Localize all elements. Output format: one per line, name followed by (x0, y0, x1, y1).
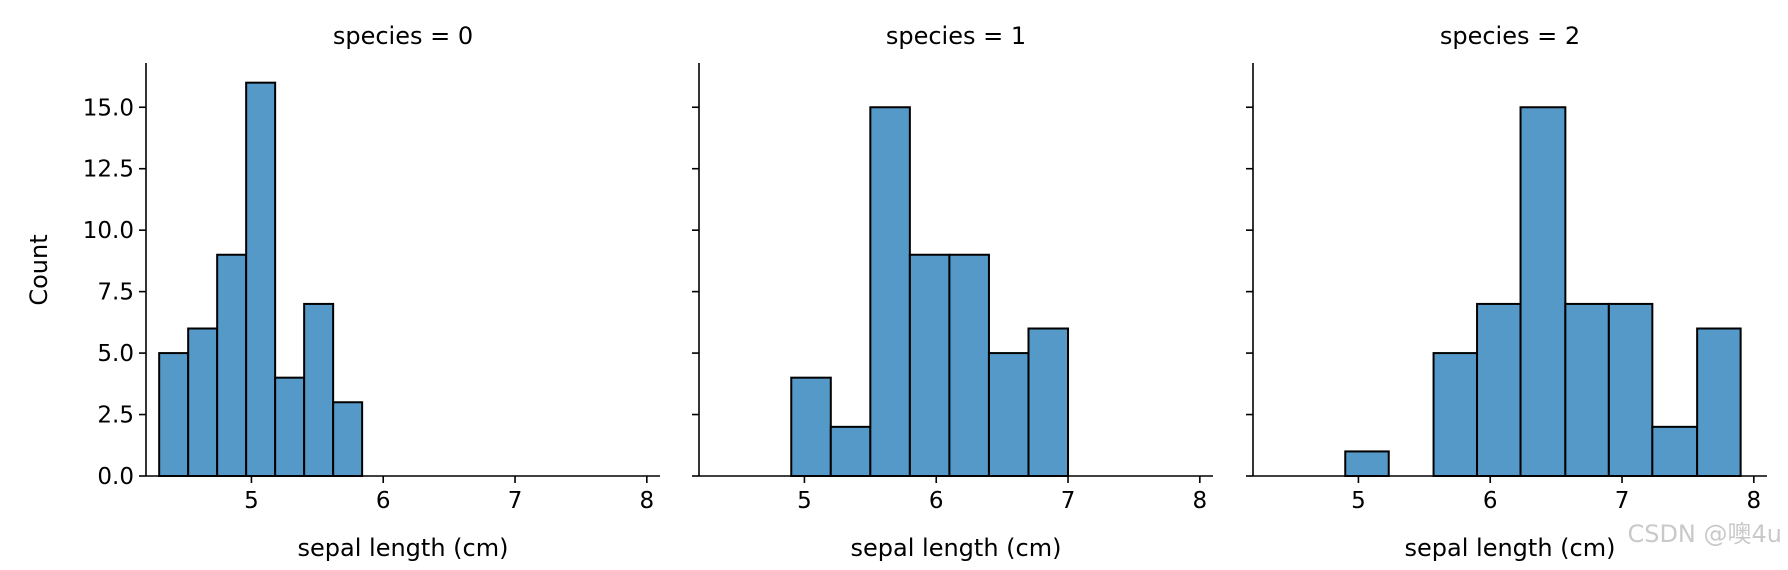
watermark-text: CSDN @噢4u (1627, 520, 1782, 548)
x-tick-label: 8 (1193, 488, 1208, 514)
x-tick-label: 7 (1061, 488, 1076, 514)
histogram-bar (829, 425, 872, 477)
histogram-bar (790, 376, 832, 478)
x-tick-label: 7 (1615, 488, 1630, 514)
y-tick-label: 0.0 (97, 464, 134, 490)
histogram-bar (987, 352, 1030, 477)
y-tick-label: 10.0 (83, 218, 134, 244)
histogram-bar (332, 401, 364, 477)
histogram-bar (1476, 302, 1522, 478)
panel-title: species = 0 (333, 22, 473, 50)
x-tick-label: 7 (508, 488, 523, 514)
histogram-bar (187, 327, 219, 477)
y-tick-label: 5.0 (97, 341, 134, 367)
histogram-bar (1344, 450, 1390, 478)
histogram-bar (216, 253, 248, 477)
panel-title: species = 2 (1440, 22, 1580, 50)
x-tick-label: 8 (1747, 488, 1762, 514)
x-tick-label: 5 (244, 488, 259, 514)
x-tick-label: 6 (376, 488, 391, 514)
histogram-bar (1564, 302, 1610, 478)
facet-panel-2: 5 6 7 8 species = 2 sepal length (cm) (1246, 22, 1767, 562)
y-tick-label: 2.5 (97, 403, 134, 429)
histogram-bar (908, 253, 951, 477)
x-axis-label: sepal length (cm) (851, 534, 1062, 562)
histogram-bar (1432, 352, 1479, 477)
facet-panel-0: 0.0 2.5 5.0 7.5 10.0 12.5 15.0 5 6 7 8 species = 0 s… (83, 22, 660, 562)
x-tick-label: 5 (797, 488, 812, 514)
histogram-bar (948, 253, 990, 477)
histogram-bar (1607, 302, 1654, 478)
x-axis-label: sepal length (cm) (1405, 534, 1616, 562)
facet-panel-1: 5 6 7 8 species = 1 sepal length (cm) (692, 22, 1213, 562)
y-tick-label: 7.5 (97, 280, 134, 306)
y-tick-label: 12.5 (83, 157, 134, 183)
x-tick-label: 5 (1351, 488, 1366, 514)
histogram-bar (1519, 106, 1567, 477)
y-axis-label: Count (25, 234, 53, 305)
x-tick-label: 6 (929, 488, 944, 514)
y-tick-label: 15.0 (83, 95, 134, 121)
histogram-bar (869, 106, 911, 477)
panel-title: species = 1 (886, 22, 1026, 50)
x-tick-label: 6 (1483, 488, 1498, 514)
x-tick-label: 8 (640, 488, 655, 514)
histogram-bar (1696, 327, 1742, 477)
histogram-bar (303, 302, 335, 478)
histogram-bar (274, 376, 306, 478)
x-axis-label: sepal length (cm) (298, 534, 509, 562)
histogram-bar (1651, 425, 1699, 477)
histogram-bar (158, 352, 190, 477)
histogram-bar (1027, 327, 1070, 477)
histogram-bar (245, 81, 277, 477)
